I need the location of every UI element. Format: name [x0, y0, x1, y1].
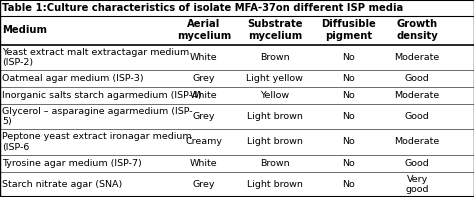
Text: No: No: [342, 180, 355, 189]
Text: Starch nitrate agar (SNA): Starch nitrate agar (SNA): [2, 180, 123, 189]
Text: Creamy: Creamy: [185, 138, 222, 146]
Text: Table 1:Culture characteristics of isolate MFA-37on different ISP media: Table 1:Culture characteristics of isola…: [2, 3, 404, 13]
Text: Brown: Brown: [260, 159, 290, 168]
Text: Aerial
mycelium: Aerial mycelium: [177, 20, 231, 41]
Text: Light yellow: Light yellow: [246, 74, 303, 83]
Text: Growth
density: Growth density: [396, 20, 438, 41]
Text: Light brown: Light brown: [247, 112, 303, 121]
Text: Brown: Brown: [260, 53, 290, 62]
Text: Yellow: Yellow: [260, 91, 290, 100]
Text: Moderate: Moderate: [394, 53, 440, 62]
Text: Peptone yeast extract ironagar medium
(ISP-6: Peptone yeast extract ironagar medium (I…: [2, 132, 192, 152]
Text: Good: Good: [405, 159, 429, 168]
Text: Moderate: Moderate: [394, 138, 440, 146]
Text: No: No: [342, 138, 355, 146]
Text: Light brown: Light brown: [247, 180, 303, 189]
Text: No: No: [342, 53, 355, 62]
Text: Substrate
mycelium: Substrate mycelium: [247, 20, 303, 41]
Text: Grey: Grey: [192, 112, 215, 121]
Text: Diffusible
pigment: Diffusible pigment: [321, 20, 376, 41]
Text: Yeast extract malt extractagar medium
(ISP-2): Yeast extract malt extractagar medium (I…: [2, 47, 190, 67]
Text: Oatmeal agar medium (ISP-3): Oatmeal agar medium (ISP-3): [2, 74, 144, 83]
Text: No: No: [342, 159, 355, 168]
Text: Good: Good: [405, 74, 429, 83]
Text: Good: Good: [405, 112, 429, 121]
Text: White: White: [190, 91, 218, 100]
Text: No: No: [342, 74, 355, 83]
Text: Inorganic salts starch agarmedium (ISP-4): Inorganic salts starch agarmedium (ISP-4…: [2, 91, 202, 100]
Text: Light brown: Light brown: [247, 138, 303, 146]
Text: Glycerol – asparagine agarmedium (ISP-
5): Glycerol – asparagine agarmedium (ISP- 5…: [2, 107, 193, 126]
Text: No: No: [342, 91, 355, 100]
Text: No: No: [342, 112, 355, 121]
Text: Tyrosine agar medium (ISP-7): Tyrosine agar medium (ISP-7): [2, 159, 142, 168]
Text: Very
good: Very good: [405, 175, 429, 194]
Text: White: White: [190, 53, 218, 62]
Text: Grey: Grey: [192, 74, 215, 83]
Text: Moderate: Moderate: [394, 91, 440, 100]
Text: Medium: Medium: [2, 25, 47, 35]
Text: Grey: Grey: [192, 180, 215, 189]
Text: White: White: [190, 159, 218, 168]
